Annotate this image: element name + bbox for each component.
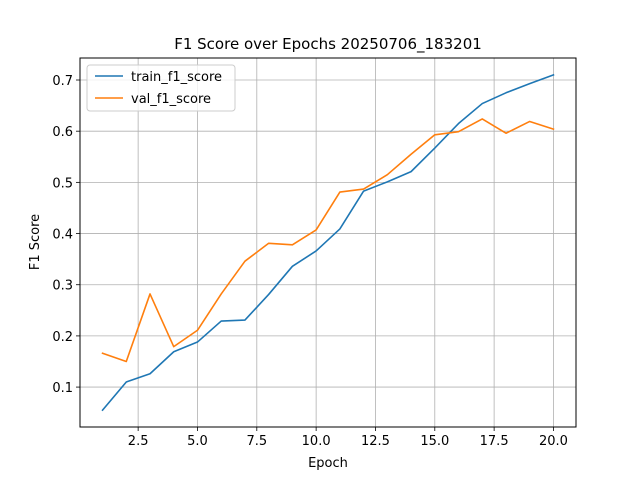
legend-box: [86, 64, 236, 112]
x-tick-label: 17.5: [480, 434, 509, 449]
chart-title: F1 Score over Epochs 20250706_183201: [174, 35, 482, 54]
y-tick-label: 0.7: [52, 74, 73, 89]
legend: train_f1_score val_f1_score: [86, 64, 236, 112]
legend-label-train: train_f1_score: [131, 70, 222, 85]
y-tick-label: 0.1: [52, 381, 73, 396]
y-tick-label: 0.4: [52, 228, 73, 243]
x-tick-label: 7.5: [246, 434, 267, 449]
x-tick-label: 15.0: [420, 434, 449, 449]
x-tick-label: 10.0: [302, 434, 331, 449]
y-tick-label: 0.3: [52, 279, 73, 294]
y-tick-label: 0.5: [52, 176, 73, 191]
y-axis-ticks: 0.1 0.2 0.3 0.4 0.5 0.6 0.7: [52, 74, 80, 396]
y-axis-label: F1 Score: [28, 214, 43, 270]
x-tick-label: 20.0: [539, 434, 568, 449]
x-axis-label: Epoch: [308, 456, 348, 471]
x-tick-label: 5.0: [187, 434, 208, 449]
grid: [80, 58, 576, 427]
y-tick-label: 0.6: [52, 125, 73, 140]
plot-frame: [79, 57, 577, 428]
x-axis-ticks: 2.5 5.0 7.5 10.0 12.5 15.0 17.5 20.0: [128, 427, 568, 449]
y-tick-label: 0.2: [52, 330, 73, 345]
x-tick-label: 2.5: [128, 434, 149, 449]
x-tick-label: 12.5: [361, 434, 390, 449]
series-line-val_f1_score: [101, 118, 555, 363]
series-lines: [101, 73, 555, 412]
series-line-train_f1_score: [101, 73, 555, 412]
legend-label-val: val_f1_score: [131, 92, 211, 107]
